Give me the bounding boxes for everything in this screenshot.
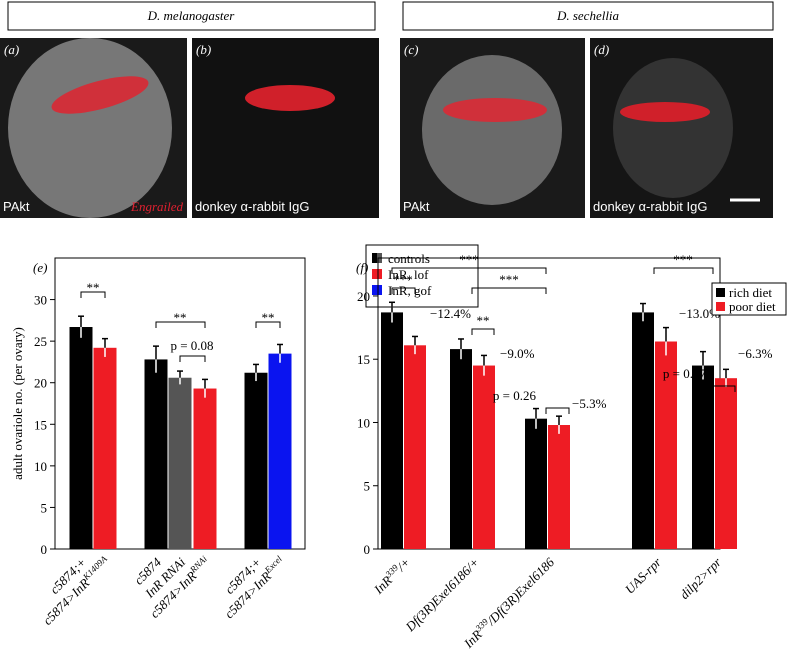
bar	[473, 365, 495, 549]
panel-label: donkey α-rabbit IgG	[593, 199, 707, 214]
annotation: ***	[459, 252, 479, 267]
bar	[193, 388, 217, 549]
bar	[655, 341, 677, 549]
y-tick-label: 30	[34, 293, 47, 308]
y-tick-label: 0	[364, 542, 371, 557]
legend-label: InR, lof	[388, 267, 429, 282]
bar	[381, 312, 403, 549]
micrograph	[192, 38, 379, 218]
label-part: /Df(3R)Exel6186	[483, 554, 557, 628]
y-tick-label: 10	[34, 459, 47, 474]
annotation: ***	[393, 272, 413, 287]
bracket	[155, 321, 206, 328]
bracket	[545, 407, 570, 414]
panel-label: PAkt	[3, 199, 30, 214]
panel-label: Engrailed	[130, 199, 183, 214]
panel-label: donkey α-rabbit IgG	[195, 199, 309, 214]
tissue	[8, 38, 172, 218]
x-tick-label: InR339/+	[370, 554, 414, 598]
y-axis-label: adult ovariole no. (per ovary)	[10, 327, 25, 480]
annotation: **	[477, 313, 490, 328]
y-tick-label: 25	[34, 334, 47, 349]
y-tick-label: 10	[357, 415, 370, 430]
bar	[69, 327, 93, 549]
header-box	[402, 1, 774, 31]
annotation: ***	[499, 272, 519, 287]
annotation: **	[174, 310, 187, 325]
annotation: p = 0.08	[170, 338, 213, 353]
bar	[715, 378, 737, 549]
bracket	[471, 328, 495, 335]
legend-swatch	[716, 302, 725, 311]
annotation: p = 0.26	[493, 388, 537, 403]
y-tick-label: 15	[34, 417, 47, 432]
y-tick-label: 5	[41, 500, 48, 515]
y-tick-label: 15	[357, 352, 370, 367]
bar	[93, 347, 117, 549]
legend-swatch	[372, 285, 382, 295]
x-tick-label: dilp2>rpr	[677, 554, 725, 602]
panel-letter: (c)	[404, 42, 418, 57]
bar	[692, 365, 714, 549]
header: D. sechellia	[556, 8, 620, 23]
annotation: p = 0.17	[663, 366, 707, 381]
bar	[525, 418, 547, 549]
x-tick-label: Df(3R)Exel6186/+	[402, 555, 482, 635]
annotation: −13.0%	[679, 306, 720, 321]
annotation: −6.3%	[738, 346, 773, 361]
annotation: −9.0%	[500, 346, 535, 361]
tissue	[422, 55, 562, 205]
annotation: −12.4%	[430, 306, 471, 321]
bar	[168, 377, 192, 549]
panel-letter: (d)	[594, 42, 609, 57]
stain	[443, 98, 547, 122]
bar	[144, 359, 168, 549]
y-tick-label: 20	[34, 376, 47, 391]
panel-letter: (a)	[4, 42, 19, 57]
bracket	[179, 355, 206, 362]
bar	[632, 312, 654, 549]
panel-label: PAkt	[403, 199, 430, 214]
annotation: ***	[673, 252, 693, 267]
label-part: UAS-rpr	[622, 554, 665, 597]
panel-letter: (e)	[33, 260, 47, 275]
x-tick-label: UAS-rpr	[622, 554, 665, 597]
label-part: dilp2>rpr	[677, 554, 725, 602]
stain	[245, 85, 335, 111]
bracket	[471, 287, 547, 294]
bracket	[391, 287, 416, 294]
header-box	[7, 1, 376, 31]
y-tick-label: 5	[364, 479, 371, 494]
legend-box	[365, 244, 479, 308]
stain	[620, 102, 710, 122]
header: D. melanogaster	[147, 8, 236, 23]
bar	[548, 425, 570, 549]
bracket	[653, 267, 714, 274]
bracket	[712, 385, 736, 392]
bar	[244, 372, 268, 549]
tissue	[613, 58, 733, 198]
bracket	[80, 291, 106, 298]
y-tick-label: 20	[357, 289, 370, 304]
bar	[450, 349, 472, 549]
panel-letter: (b)	[196, 42, 211, 57]
legend-label: poor diet	[729, 299, 776, 314]
legend-label: InR, gof	[388, 283, 432, 298]
legend-label: rich diet	[729, 285, 772, 300]
annotation: −5.3%	[572, 396, 607, 411]
label-part: Df(3R)Exel6186/+	[402, 555, 482, 635]
y-tick-label: 0	[41, 542, 48, 557]
bar	[268, 353, 292, 549]
annotation: **	[87, 280, 100, 295]
stain	[51, 76, 149, 114]
panel-letter: (f)	[356, 260, 368, 275]
bracket	[391, 267, 547, 274]
legend-swatch	[372, 269, 382, 279]
bracket	[255, 321, 281, 328]
legend-swatch	[716, 288, 725, 297]
bar	[404, 345, 426, 549]
annotation: **	[262, 310, 275, 325]
